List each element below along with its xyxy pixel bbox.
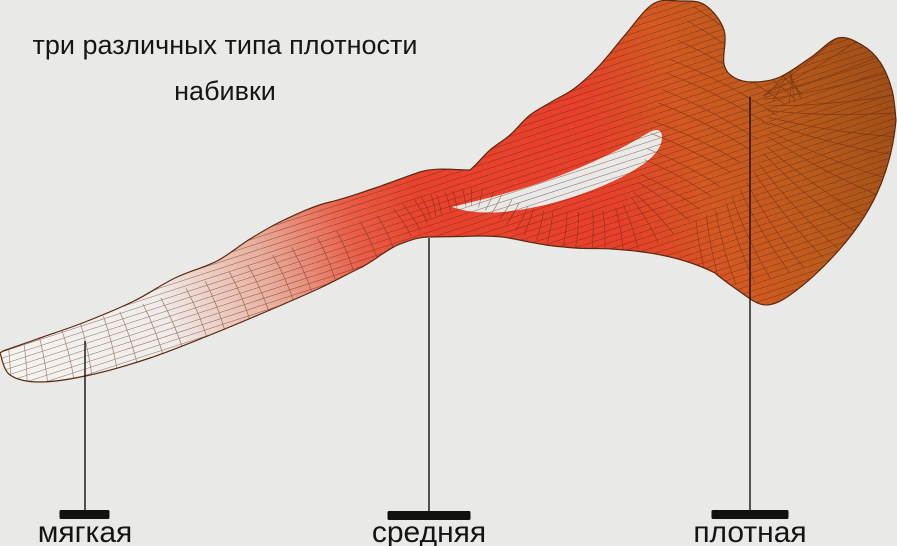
svg-text:средняя: средняя <box>372 516 486 546</box>
svg-text:мягкая: мягкая <box>38 516 133 546</box>
svg-text:плотная: плотная <box>693 516 806 546</box>
